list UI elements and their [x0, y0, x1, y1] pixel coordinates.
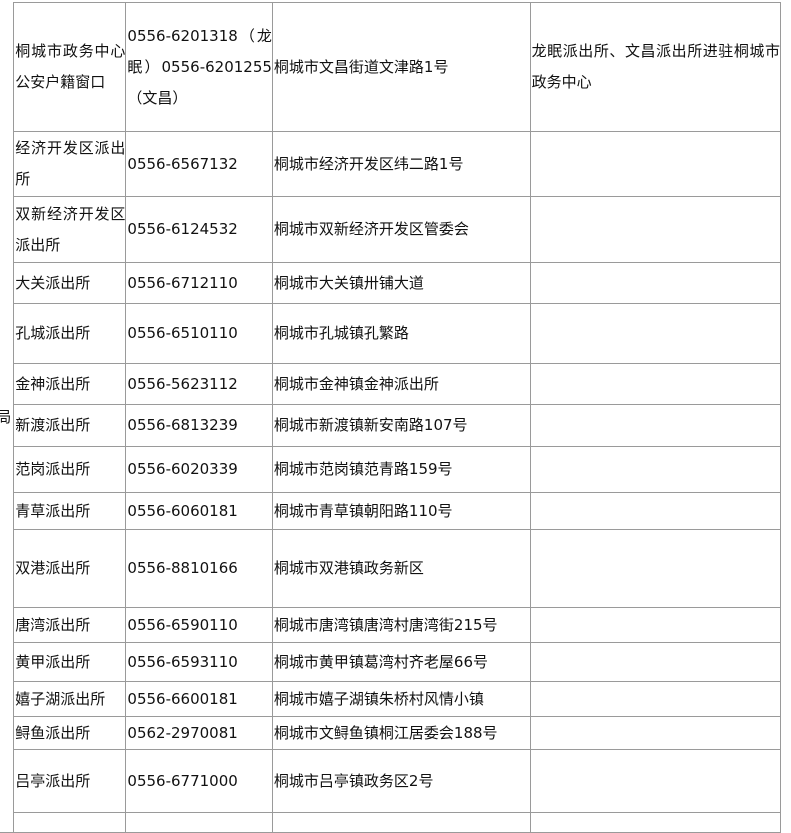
- table-row: 新渡派出所 0556-6813239 桐城市新渡镇新安南路107号: [0, 404, 782, 447]
- cell-name: 新渡派出所: [13, 404, 127, 447]
- cell-address: 桐城市黄甲镇葛湾村齐老屋66号: [271, 642, 531, 682]
- cell-phone: [125, 812, 273, 833]
- cell-name: 孔城派出所: [13, 303, 127, 364]
- cell-note: [529, 131, 782, 197]
- table-row: 金神派出所 0556-5623112 桐城市金神镇金神派出所: [0, 363, 782, 405]
- table-row: 嬉子湖派出所 0556-6600181 桐城市嬉子湖镇朱桥村风情小镇: [0, 681, 782, 717]
- cell-address: 桐城市文昌街道文津路1号: [271, 2, 531, 132]
- cell-note: [529, 681, 782, 717]
- cell-note: [529, 363, 782, 405]
- cell-phone: 0556-6201318（龙眠）0556-6201255（文昌）: [125, 2, 273, 132]
- cell-note: [529, 749, 782, 813]
- cell-address: 桐城市新渡镇新安南路107号: [271, 404, 531, 447]
- cell-address: 桐城市文鲟鱼镇桐江居委会188号: [271, 716, 531, 750]
- cell-note: [529, 607, 782, 643]
- cell-name: 吕亭派出所: [13, 749, 127, 813]
- table-row: 双港派出所 0556-8810166 桐城市双港镇政务新区: [0, 529, 782, 608]
- table-row: 鲟鱼派出所 0562-2970081 桐城市文鲟鱼镇桐江居委会188号: [0, 716, 782, 750]
- cell-address: 桐城市金神镇金神派出所: [271, 363, 531, 405]
- cell-name: [13, 812, 127, 833]
- cell-address: 桐城市嬉子湖镇朱桥村风情小镇: [271, 681, 531, 717]
- cell-note: [529, 492, 782, 530]
- table-row: 青草派出所 0556-6060181 桐城市青草镇朝阳路110号: [0, 492, 782, 530]
- cell-address: 桐城市吕亭镇政务区2号: [271, 749, 531, 813]
- cell-address: [271, 812, 531, 833]
- table-row: 双新经济开发区派出所 0556-6124532 桐城市双新经济开发区管委会: [0, 196, 782, 263]
- cell-name: 双新经济开发区派出所: [13, 196, 127, 263]
- cell-phone: 0556-6712110: [125, 262, 273, 304]
- cell-address: 桐城市唐湾镇唐湾村唐湾街215号: [271, 607, 531, 643]
- cell-address: 桐城市范岗镇范青路159号: [271, 446, 531, 493]
- cell-name: 金神派出所: [13, 363, 127, 405]
- cell-name: 鲟鱼派出所: [13, 716, 127, 750]
- cell-phone: 0562-2970081: [125, 716, 273, 750]
- side-label: 局: [0, 2, 15, 833]
- cell-name: 青草派出所: [13, 492, 127, 530]
- cell-address: 桐城市双港镇政务新区: [271, 529, 531, 608]
- cell-phone: 0556-8810166: [125, 529, 273, 608]
- cell-note: [529, 262, 782, 304]
- cell-phone: 0556-6593110: [125, 642, 273, 682]
- cell-note: [529, 404, 782, 447]
- cell-address: 桐城市青草镇朝阳路110号: [271, 492, 531, 530]
- cell-phone: 0556-6060181: [125, 492, 273, 530]
- table-row: [0, 812, 782, 833]
- cell-address: 桐城市经济开发区纬二路1号: [271, 131, 531, 197]
- cell-name: 双港派出所: [13, 529, 127, 608]
- cell-note: [529, 446, 782, 493]
- table-row: 吕亭派出所 0556-6771000 桐城市吕亭镇政务区2号: [0, 749, 782, 813]
- cell-note: [529, 642, 782, 682]
- cell-note: [529, 812, 782, 833]
- cell-name: 黄甲派出所: [13, 642, 127, 682]
- cell-phone: 0556-5623112: [125, 363, 273, 405]
- cell-phone: 0556-6567132: [125, 131, 273, 197]
- table-row: 范岗派出所 0556-6020339 桐城市范岗镇范青路159号: [0, 446, 782, 493]
- cell-note: [529, 716, 782, 750]
- table-row: 大关派出所 0556-6712110 桐城市大关镇卅铺大道: [0, 262, 782, 304]
- cell-phone: 0556-6124532: [125, 196, 273, 263]
- cell-name: 范岗派出所: [13, 446, 127, 493]
- cell-phone: 0556-6020339: [125, 446, 273, 493]
- table-row: 经济开发区派出所 0556-6567132 桐城市经济开发区纬二路1号: [0, 131, 782, 197]
- cell-address: 桐城市双新经济开发区管委会: [271, 196, 531, 263]
- cell-phone: 0556-6510110: [125, 303, 273, 364]
- table-row: 黄甲派出所 0556-6593110 桐城市黄甲镇葛湾村齐老屋66号: [0, 642, 782, 682]
- cell-address: 桐城市孔城镇孔繁路: [271, 303, 531, 364]
- cell-name: 唐湾派出所: [13, 607, 127, 643]
- cell-name: 经济开发区派出所: [13, 131, 127, 197]
- cell-phone: 0556-6771000: [125, 749, 273, 813]
- cell-note: [529, 529, 782, 608]
- cell-note: [529, 196, 782, 263]
- cell-address: 桐城市大关镇卅铺大道: [271, 262, 531, 304]
- table-row: 唐湾派出所 0556-6590110 桐城市唐湾镇唐湾村唐湾街215号: [0, 607, 782, 643]
- cell-name: 桐城市政务中心公安户籍窗口: [13, 2, 127, 132]
- cell-phone: 0556-6813239: [125, 404, 273, 447]
- cell-note: [529, 303, 782, 364]
- cell-name: 大关派出所: [13, 262, 127, 304]
- cell-note: 龙眠派出所、文昌派出所进驻桐城市政务中心: [529, 2, 782, 132]
- cell-phone: 0556-6590110: [125, 607, 273, 643]
- cell-name: 嬉子湖派出所: [13, 681, 127, 717]
- table-row: 孔城派出所 0556-6510110 桐城市孔城镇孔繁路: [0, 303, 782, 364]
- cell-phone: 0556-6600181: [125, 681, 273, 717]
